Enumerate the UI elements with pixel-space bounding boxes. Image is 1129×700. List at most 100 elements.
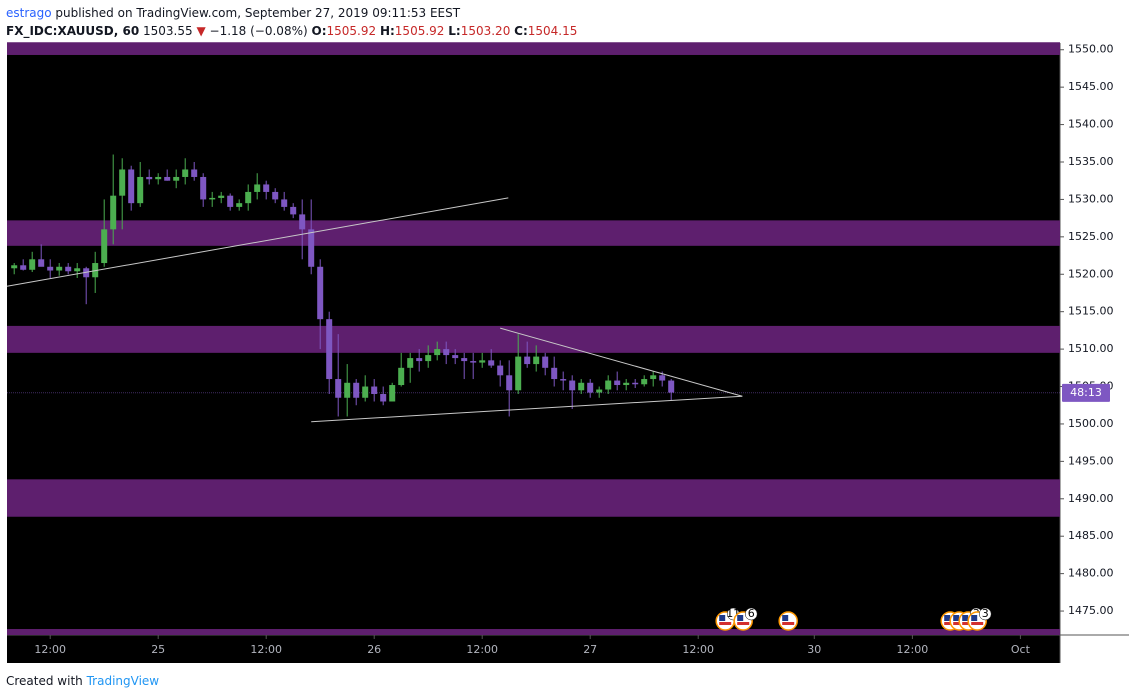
y-tick-label: 1490.00 (1068, 492, 1114, 505)
event-badge (744, 607, 758, 621)
candle-body (362, 386, 369, 398)
candle-body (326, 319, 333, 380)
candle-body (443, 349, 450, 356)
candle-body (119, 169, 126, 196)
candle-body (344, 382, 351, 398)
footer-text: Created with (6, 674, 83, 688)
candle-body (623, 382, 630, 386)
c: 1504.15 (527, 24, 578, 38)
footer: Created with TradingView (6, 674, 159, 688)
x-tick-label: 26 (367, 643, 381, 656)
x-tick-label: 25 (151, 643, 165, 656)
candle-body (182, 169, 189, 177)
x-tick-label: 12:00 (466, 643, 498, 656)
candle-body (38, 259, 45, 267)
event[interactable] (778, 611, 798, 631)
candle-body (641, 379, 648, 385)
candle-body (668, 380, 675, 393)
candle-body (605, 380, 612, 390)
flag-blue (737, 615, 744, 621)
candle-body (479, 360, 486, 363)
candle-body (407, 358, 414, 368)
candle-body (560, 379, 567, 381)
price-label (1062, 383, 1110, 402)
price-axis-bg (1060, 43, 1129, 663)
y-tick-label: 1525.00 (1068, 230, 1114, 243)
user[interactable]: estrago (6, 6, 52, 20)
candle-body (506, 375, 513, 391)
event-badge (978, 607, 992, 621)
y-tick-label: 1510.00 (1068, 342, 1114, 355)
candle-body (290, 206, 297, 215)
flag-blue (962, 615, 969, 621)
y-tick-label: 1485.00 (1068, 529, 1114, 542)
o: 1505.92 (326, 24, 377, 38)
candle-body (281, 199, 288, 207)
quote-line: FX_IDC:XAUUSD, 60 1503.55 ▼ −1.18 (−0.08… (6, 22, 577, 40)
candle-body (470, 361, 477, 363)
candle-body (209, 197, 216, 200)
arrow: ▼ (196, 24, 206, 38)
candle-body (263, 184, 270, 192)
candle-body (659, 375, 666, 381)
candle-body (416, 358, 423, 362)
candle-body (632, 382, 639, 385)
trendline (500, 327, 743, 397)
candle-body (128, 169, 135, 204)
candle-body (155, 176, 162, 180)
candle-body (308, 229, 315, 267)
flag-red (971, 622, 984, 625)
event[interactable]: 3 (967, 607, 992, 631)
publish-line: estrago published on TradingView.com, Se… (6, 4, 577, 22)
countdown: 48:13 (1070, 386, 1102, 399)
candle-body (497, 365, 504, 376)
y-tick-label: 1515.00 (1068, 305, 1114, 318)
candle-body (425, 355, 432, 362)
flag-blue (719, 615, 726, 621)
candle-body (353, 382, 360, 398)
zone (7, 479, 1060, 517)
y-tick-label: 1500.00 (1068, 417, 1114, 430)
event[interactable]: 6 (733, 607, 758, 631)
event-count: 3 (982, 607, 989, 620)
y-tick-label: 1540.00 (1068, 118, 1114, 131)
flag-blue (953, 615, 960, 621)
candle-body (533, 356, 540, 365)
h-label: H: (379, 24, 395, 38)
flag-red (782, 622, 795, 625)
x-tick-label: 27 (583, 643, 597, 656)
candle-body (317, 266, 324, 320)
candle-body (488, 360, 495, 366)
candle-body (434, 349, 441, 356)
candle-body (236, 203, 243, 207)
trendline (6, 197, 509, 287)
l-label: L: (448, 24, 461, 38)
candle-body (569, 380, 576, 391)
x-tick-label: 30 (807, 643, 821, 656)
l: 1503.20 (460, 24, 511, 38)
candle-body (614, 380, 621, 386)
zone (7, 42, 1060, 55)
candle-body (461, 358, 468, 362)
x-tick-label: 12:00 (897, 643, 929, 656)
price: 1503.55 (143, 24, 193, 38)
candle-body (92, 263, 99, 278)
flag-red (737, 622, 750, 625)
candle-body (578, 382, 585, 391)
candle-body (101, 229, 108, 264)
candle-body (542, 356, 549, 368)
candle-body (164, 176, 171, 181)
candle-body (389, 385, 396, 402)
y-tick-label: 1535.00 (1068, 155, 1114, 168)
y-tick-label: 1520.00 (1068, 267, 1114, 280)
x-tick-label: 12:00 (250, 643, 282, 656)
candle-body (74, 268, 81, 272)
flag-blue (944, 615, 951, 621)
candle-body (47, 266, 54, 271)
plot-bg (7, 43, 1060, 663)
published: published on TradingView.com, September … (55, 6, 461, 20)
candle-body (11, 265, 18, 269)
candle-body (218, 195, 225, 198)
brand[interactable]: TradingView (86, 674, 160, 688)
